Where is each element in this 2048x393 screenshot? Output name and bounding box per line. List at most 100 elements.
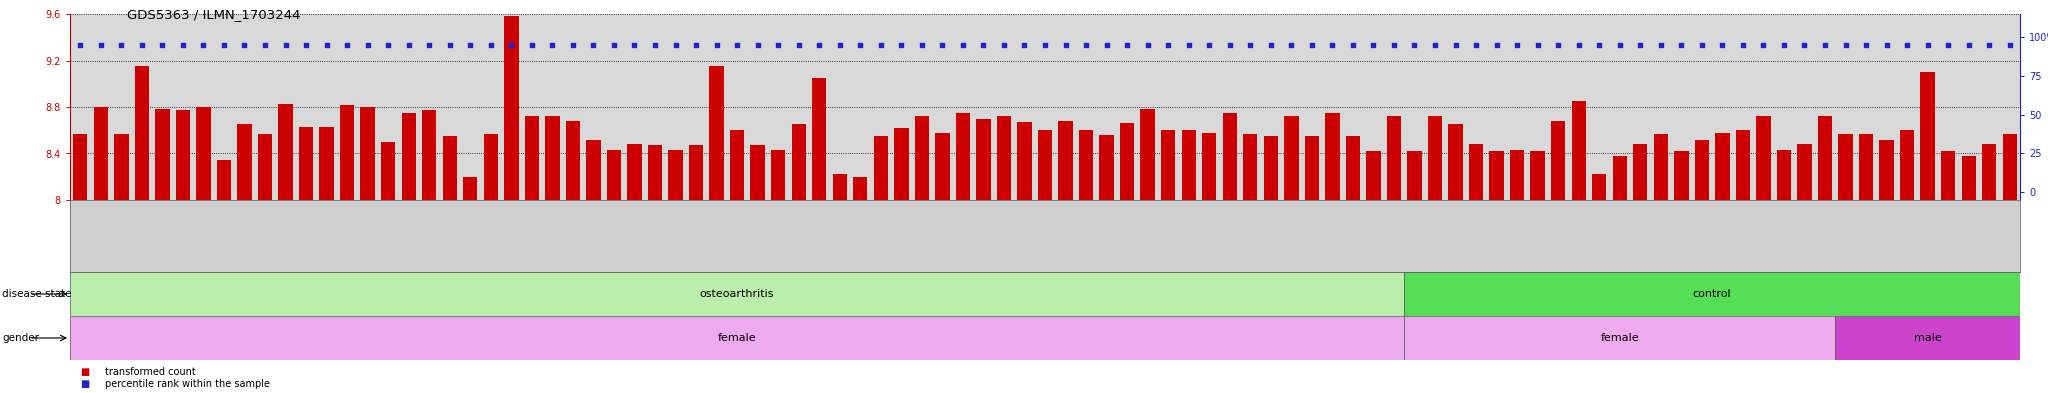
Point xyxy=(680,42,713,48)
Bar xyxy=(977,119,991,200)
Point xyxy=(1151,42,1184,48)
Bar xyxy=(258,134,272,200)
Bar xyxy=(1673,151,1688,200)
Point xyxy=(104,42,137,48)
Point xyxy=(1849,42,1882,48)
Bar xyxy=(565,121,580,200)
Bar xyxy=(94,107,109,200)
Point xyxy=(1645,42,1677,48)
Point xyxy=(1686,42,1718,48)
Point xyxy=(352,42,385,48)
Bar xyxy=(1405,316,1835,360)
Point xyxy=(1911,42,1944,48)
Bar xyxy=(442,136,457,200)
Bar xyxy=(668,150,682,200)
Point xyxy=(1028,42,1061,48)
Bar xyxy=(299,127,313,200)
Point xyxy=(946,42,979,48)
Point xyxy=(84,42,117,48)
Point xyxy=(987,42,1020,48)
Point xyxy=(1542,42,1575,48)
Point xyxy=(125,42,158,48)
Point xyxy=(1706,42,1739,48)
Point xyxy=(496,42,528,48)
Bar xyxy=(1880,140,1894,200)
Point xyxy=(1212,42,1245,48)
Bar xyxy=(70,272,1405,316)
Text: ■: ■ xyxy=(80,367,90,377)
Point xyxy=(1563,42,1595,48)
Bar xyxy=(1550,121,1565,200)
Bar xyxy=(135,66,150,200)
Point xyxy=(885,42,918,48)
Bar xyxy=(1612,156,1626,200)
Bar xyxy=(606,150,621,200)
Text: female: female xyxy=(1599,333,1638,343)
Point xyxy=(803,42,836,48)
Bar xyxy=(1100,135,1114,200)
Bar xyxy=(1059,121,1073,200)
Bar xyxy=(1778,150,1792,200)
Bar xyxy=(936,132,950,200)
Bar xyxy=(1860,134,1874,200)
Bar xyxy=(1018,122,1032,200)
Point xyxy=(762,42,795,48)
Point xyxy=(227,42,260,48)
Point xyxy=(1747,42,1780,48)
Point xyxy=(1481,42,1513,48)
Bar xyxy=(729,130,743,200)
Text: female: female xyxy=(717,333,756,343)
Bar xyxy=(238,125,252,200)
Bar xyxy=(1305,136,1319,200)
Point xyxy=(578,42,610,48)
Bar xyxy=(483,134,498,200)
Bar xyxy=(401,113,416,200)
Point xyxy=(434,42,467,48)
Bar xyxy=(1714,132,1731,200)
Point xyxy=(330,42,362,48)
Point xyxy=(1337,42,1370,48)
Bar xyxy=(1982,144,1997,200)
Point xyxy=(618,42,651,48)
Point xyxy=(1808,42,1841,48)
Bar xyxy=(1798,144,1812,200)
Bar xyxy=(750,145,764,200)
Bar xyxy=(463,177,477,200)
Point xyxy=(1890,42,1923,48)
Text: disease state: disease state xyxy=(2,289,72,299)
Point xyxy=(207,42,240,48)
Point xyxy=(1583,42,1616,48)
Point xyxy=(741,42,774,48)
Point xyxy=(1378,42,1411,48)
Bar xyxy=(1243,134,1257,200)
Point xyxy=(967,42,999,48)
Bar xyxy=(422,110,436,200)
Bar xyxy=(1386,116,1401,200)
Bar xyxy=(1264,136,1278,200)
Point xyxy=(309,42,342,48)
Bar xyxy=(688,145,702,200)
Bar xyxy=(709,66,723,200)
Bar xyxy=(1489,151,1503,200)
Point xyxy=(844,42,877,48)
Point xyxy=(1192,42,1225,48)
Point xyxy=(1110,42,1143,48)
Point xyxy=(166,42,199,48)
Bar xyxy=(834,174,848,200)
Bar xyxy=(895,128,909,200)
Bar xyxy=(381,142,395,200)
Point xyxy=(700,42,733,48)
Point xyxy=(455,42,487,48)
Point xyxy=(1972,42,2005,48)
Bar xyxy=(1694,140,1708,200)
Text: gender: gender xyxy=(2,333,39,343)
Point xyxy=(1624,42,1657,48)
Bar xyxy=(279,103,293,200)
Bar xyxy=(1202,132,1217,200)
Text: male: male xyxy=(1913,333,1942,343)
Bar xyxy=(627,144,641,200)
Point xyxy=(1233,42,1266,48)
Point xyxy=(1008,42,1040,48)
Point xyxy=(1399,42,1432,48)
Bar xyxy=(1427,116,1442,200)
